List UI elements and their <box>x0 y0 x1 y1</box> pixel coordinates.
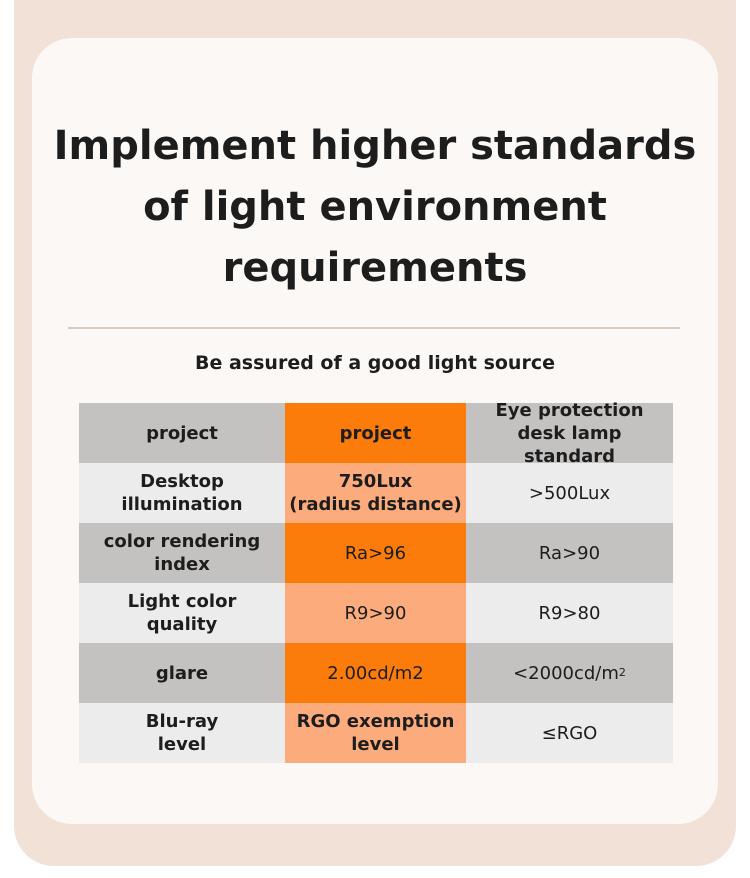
product-value-cell: R9>90 <box>285 583 466 643</box>
table-row: Blu-ray level RGO exemption level ≤RGO <box>79 703 673 763</box>
standard-value-text: <2000cd/m <box>513 662 619 684</box>
item-line-1: Light color <box>127 591 237 612</box>
standard-value-cell: Ra>90 <box>466 523 673 583</box>
standard-value-cell: <2000cd/m 2 <box>466 643 673 703</box>
item-cell: Blu-ray level <box>79 703 285 763</box>
product-value-cell: RGO exemption level <box>285 703 466 763</box>
header-standard-line-1: Eye protection <box>495 399 644 421</box>
product-value-cell: 2.00cd/m2 <box>285 643 466 703</box>
title-line-3: requirements <box>222 245 528 291</box>
header-standard-cell: Eye protection desk lamp standard <box>466 400 673 467</box>
header-product-cell: project <box>285 403 466 463</box>
page-title: Implement higher standards of light envi… <box>32 116 718 299</box>
header-standard-line-2: desk lamp standard <box>517 422 622 467</box>
title-line-1: Implement higher standards <box>53 123 697 169</box>
product-value-line-1: 750Lux <box>338 471 413 492</box>
table-row: Light color quality R9>90 R9>80 <box>79 583 673 643</box>
standard-value-cell: ≤RGO <box>466 703 673 763</box>
table-row: glare 2.00cd/m2 <2000cd/m 2 <box>79 643 673 703</box>
item-line-2: index <box>154 554 210 575</box>
item-line-2: illumination <box>121 494 243 515</box>
title-line-2: of light environment <box>143 184 607 230</box>
item-cell: glare <box>79 643 285 703</box>
item-cell: color rendering index <box>79 523 285 583</box>
item-line-2: quality <box>146 614 218 635</box>
table-row: color rendering index Ra>96 Ra>90 <box>79 523 673 583</box>
divider <box>68 327 680 329</box>
item-cell: Light color quality <box>79 583 285 643</box>
product-value-cell: Ra>96 <box>285 523 466 583</box>
item-line-1: Desktop <box>140 471 224 492</box>
product-value-line-1: RGO exemption <box>296 711 455 732</box>
standard-value-cell: >500Lux <box>466 463 673 523</box>
header-item-cell: project <box>79 403 285 463</box>
table-row: Desktop illumination 750Lux (radius dist… <box>79 463 673 523</box>
product-value-cell: 750Lux (radius distance) <box>285 463 466 523</box>
standard-value-cell: R9>80 <box>466 583 673 643</box>
comparison-table: project project Eye protection desk lamp… <box>79 400 673 763</box>
item-cell: Desktop illumination <box>79 463 285 523</box>
table-header-row: project project Eye protection desk lamp… <box>79 400 673 467</box>
product-value-line-2: (radius distance) <box>289 494 462 515</box>
product-value-line-2: level <box>351 734 400 755</box>
item-line-2: level <box>157 734 207 755</box>
subtitle: Be assured of a good light source <box>195 352 555 374</box>
item-line-1: color rendering <box>103 531 261 552</box>
item-line-1: Blu-ray <box>145 711 219 732</box>
